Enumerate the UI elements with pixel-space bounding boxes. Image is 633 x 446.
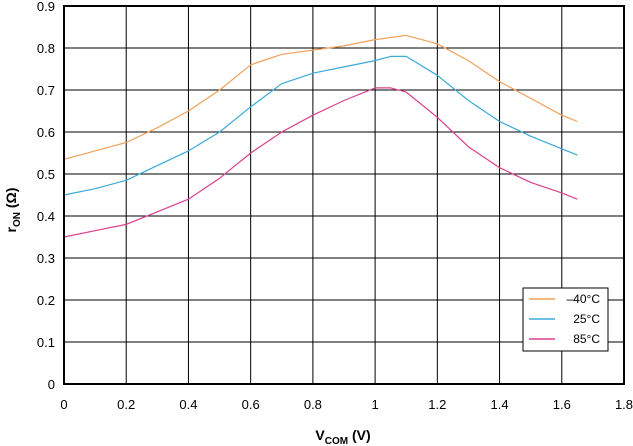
series-line [63, 34, 578, 160]
y-tick-label: 0.1 [37, 335, 55, 350]
x-tick-label: 0.4 [179, 397, 197, 412]
y-tick-label: 0.6 [37, 125, 55, 140]
y-tick-labels: 0 0.1 0.2 0.3 0.4 0.5 0.6 0.7 0.8 0.9 [37, 0, 55, 392]
legend: –40°C 25°C 85°C [522, 287, 609, 352]
x-tick-label: 1.4 [491, 397, 509, 412]
series-line [63, 87, 578, 238]
x-tick-label: 0.6 [242, 397, 260, 412]
y-tick-label: 0.7 [37, 83, 55, 98]
x-tick-label: 1.8 [615, 397, 633, 412]
x-axis-title: VCOM (V) [315, 427, 370, 446]
series-line [63, 55, 578, 196]
y-tick-label: 0.4 [37, 209, 55, 224]
y-axis-title: rON (Ω) [3, 188, 23, 233]
y-tick-label: 0.2 [37, 293, 55, 308]
y-tick-label: 0.9 [37, 0, 55, 14]
y-tick-label: 0.3 [37, 251, 55, 266]
x-tick-label: 1 [371, 397, 378, 412]
x-tick-labels: 0 0.2 0.4 0.6 0.8 1 1.2 1.4 1.6 1.8 [60, 397, 633, 412]
x-axis-title-subscript: COM [325, 436, 348, 446]
plot-frame [63, 5, 625, 385]
x-tick-label: 1.2 [428, 397, 446, 412]
y-tick-label: 0 [48, 377, 55, 392]
x-tick-label: 1.6 [553, 397, 571, 412]
x-tick-label: 0 [60, 397, 67, 412]
y-axis-title-unit: (Ω) [3, 188, 19, 212]
x-axis-title-unit: (V) [348, 427, 371, 443]
legend-label: 25°C [573, 312, 600, 326]
y-axis-title-main: r [3, 226, 19, 232]
x-axis-title-main: V [315, 427, 325, 443]
y-tick-label: 0.8 [37, 41, 55, 56]
x-tick-label: 0.8 [304, 397, 322, 412]
legend-label: 85°C [573, 332, 600, 346]
y-axis-title-subscript: ON [12, 212, 23, 227]
y-tick-label: 0.5 [37, 167, 55, 182]
x-tick-label: 0.2 [117, 397, 135, 412]
legend-label: –40°C [567, 292, 601, 306]
series-lines [63, 34, 578, 238]
